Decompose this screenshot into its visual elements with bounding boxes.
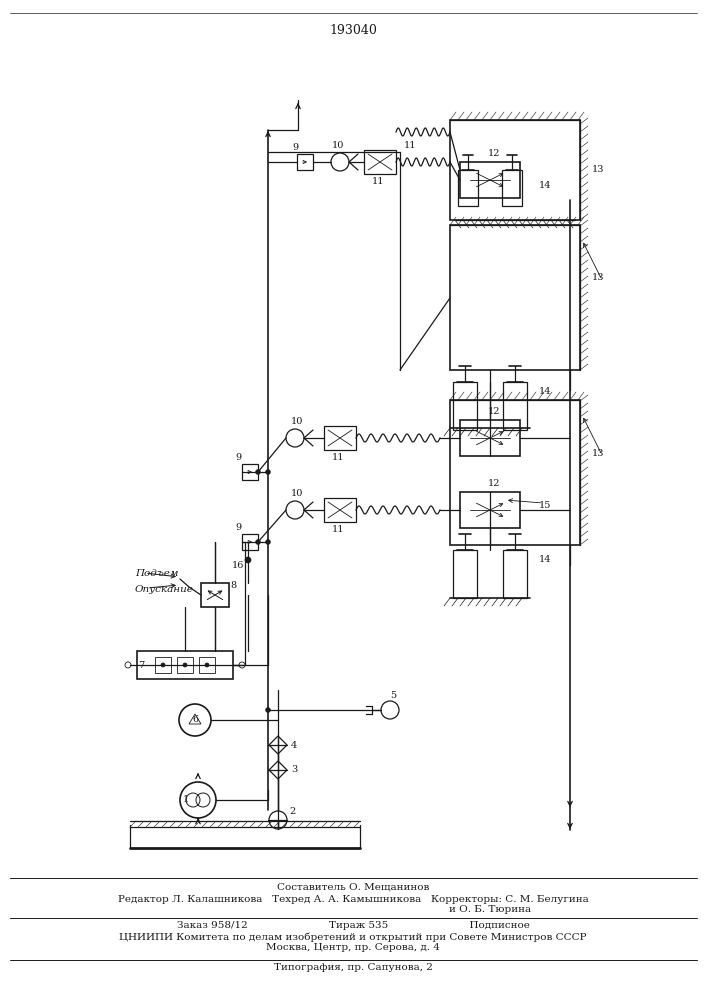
Bar <box>137 651 233 679</box>
Text: 8: 8 <box>230 580 236 589</box>
Bar <box>177 657 193 673</box>
Bar <box>453 382 477 430</box>
Text: 10: 10 <box>291 418 303 426</box>
Text: 10: 10 <box>291 489 303 498</box>
Text: 193040: 193040 <box>329 23 377 36</box>
Bar <box>199 657 215 673</box>
Text: 12: 12 <box>488 480 501 488</box>
Circle shape <box>183 663 187 667</box>
Text: 9: 9 <box>235 524 241 532</box>
Text: 10: 10 <box>332 141 344 150</box>
Bar <box>324 498 356 522</box>
Bar <box>503 382 527 430</box>
Bar <box>201 583 229 607</box>
Bar <box>502 170 522 206</box>
Bar <box>242 534 258 550</box>
Circle shape <box>205 663 209 667</box>
Text: 12: 12 <box>488 408 501 416</box>
Text: 11: 11 <box>404 140 416 149</box>
Text: 11: 11 <box>332 454 344 462</box>
Circle shape <box>266 540 271 544</box>
Circle shape <box>161 663 165 667</box>
Circle shape <box>266 708 271 712</box>
Text: 4: 4 <box>291 740 297 750</box>
Text: Типография, пр. Сапунова, 2: Типография, пр. Сапунова, 2 <box>274 964 433 972</box>
Text: 14: 14 <box>539 387 551 396</box>
Bar <box>155 657 171 673</box>
Text: 11: 11 <box>372 178 384 186</box>
Text: Редактор Л. Калашникова   Техред А. А. Камышникова   Корректоры: С. М. Белугина: Редактор Л. Калашникова Техред А. А. Кам… <box>117 894 588 904</box>
Bar <box>460 420 520 456</box>
Text: 9: 9 <box>235 454 241 462</box>
Circle shape <box>245 557 251 563</box>
Text: 13: 13 <box>592 273 604 282</box>
Text: 16: 16 <box>232 560 244 570</box>
Text: Составитель О. Мещанинов: Составитель О. Мещанинов <box>277 882 429 892</box>
Text: 7: 7 <box>138 660 144 670</box>
Bar <box>460 492 520 528</box>
Text: 1: 1 <box>183 796 189 804</box>
Text: и О. Б. Тюрина: и О. Б. Тюрина <box>449 904 531 914</box>
Text: 14: 14 <box>539 180 551 190</box>
Text: 15: 15 <box>539 500 551 510</box>
Bar <box>453 550 477 598</box>
Bar <box>458 170 478 206</box>
Text: Подъем: Подъем <box>135 568 178 578</box>
Bar <box>450 225 580 370</box>
Bar <box>460 162 520 198</box>
Text: Опускание: Опускание <box>135 585 194 594</box>
Bar <box>450 400 580 545</box>
Text: ЦНИИПИ Комитета по делам изобретений и открытий при Совете Министров СССР: ЦНИИПИ Комитета по делам изобретений и о… <box>119 932 587 942</box>
Text: 13: 13 <box>592 448 604 458</box>
Bar <box>450 120 580 220</box>
Bar <box>503 550 527 598</box>
Text: 3: 3 <box>291 766 297 774</box>
Text: 6: 6 <box>192 716 198 724</box>
Text: 11: 11 <box>332 526 344 534</box>
Circle shape <box>266 470 271 475</box>
Polygon shape <box>189 714 201 724</box>
Text: 12: 12 <box>488 149 501 158</box>
Bar <box>242 464 258 480</box>
Circle shape <box>255 470 260 475</box>
Text: 2: 2 <box>290 808 296 816</box>
Bar <box>364 150 396 174</box>
Text: Заказ 958/12                         Тираж 535                         Подписное: Заказ 958/12 Тираж 535 Подписное <box>177 922 530 930</box>
Bar <box>297 154 313 170</box>
Text: Москва, Центр, пр. Серова, д. 4: Москва, Центр, пр. Серова, д. 4 <box>266 944 440 952</box>
Bar <box>324 426 356 450</box>
Text: 14: 14 <box>539 556 551 564</box>
Text: 5: 5 <box>390 690 396 700</box>
Text: 13: 13 <box>592 165 604 174</box>
Text: 9: 9 <box>292 142 298 151</box>
Circle shape <box>255 540 260 544</box>
